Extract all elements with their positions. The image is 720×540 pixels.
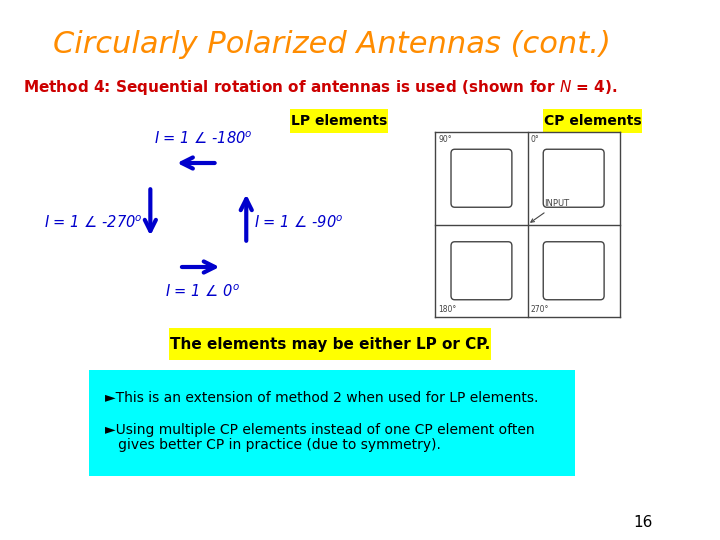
FancyBboxPatch shape (451, 242, 512, 300)
Text: ►Using multiple CP elements instead of one CP element often: ►Using multiple CP elements instead of o… (105, 423, 535, 437)
Text: CP elements: CP elements (544, 114, 642, 128)
FancyBboxPatch shape (168, 328, 490, 360)
Text: 180°: 180° (438, 305, 456, 314)
Text: gives better CP in practice (due to symmetry).: gives better CP in practice (due to symm… (105, 438, 441, 452)
Text: Method 4: Sequential rotation of antennas is used (shown for $N$ = 4).: Method 4: Sequential rotation of antenna… (23, 78, 618, 97)
Text: LP elements: LP elements (291, 114, 387, 128)
Text: 16: 16 (634, 515, 653, 530)
Text: 0°: 0° (531, 135, 539, 144)
Text: ►This is an extension of method 2 when used for LP elements.: ►This is an extension of method 2 when u… (105, 391, 539, 405)
FancyBboxPatch shape (89, 370, 575, 476)
Text: $I$ = 1 $\angle$ -270$^o$: $I$ = 1 $\angle$ -270$^o$ (44, 215, 143, 231)
Text: 90°: 90° (438, 135, 451, 144)
FancyBboxPatch shape (451, 149, 512, 207)
FancyBboxPatch shape (544, 149, 604, 207)
Text: $I$ = 1 $\angle$ -180$^o$: $I$ = 1 $\angle$ -180$^o$ (153, 130, 252, 147)
FancyBboxPatch shape (289, 109, 388, 133)
Text: The elements may be either LP or CP.: The elements may be either LP or CP. (170, 336, 490, 352)
FancyBboxPatch shape (544, 242, 604, 300)
Text: 270°: 270° (531, 305, 549, 314)
Text: $I$ = 1 $\angle$ -90$^o$: $I$ = 1 $\angle$ -90$^o$ (253, 215, 343, 231)
Text: Circularly Polarized Antennas (cont.): Circularly Polarized Antennas (cont.) (53, 30, 611, 59)
Text: $I$ = 1 $\angle$ 0$^o$: $I$ = 1 $\angle$ 0$^o$ (166, 283, 240, 300)
Text: INPUT: INPUT (531, 199, 570, 222)
FancyBboxPatch shape (544, 109, 642, 133)
